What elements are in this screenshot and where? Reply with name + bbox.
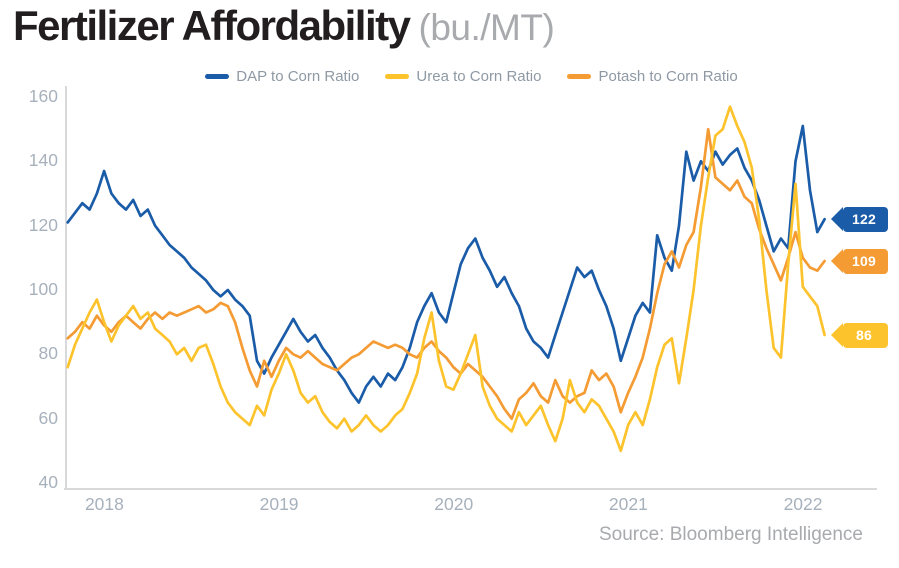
end-value-text-dap: 122 [852, 211, 876, 228]
end-value-badge-urea: 86 [831, 322, 888, 348]
x-axis-tick-label: 2022 [783, 494, 823, 514]
chart-units-label: (bu./MT) [418, 7, 555, 48]
legend-swatch-urea [385, 74, 410, 79]
y-axis-tick-label: 100 [28, 279, 58, 299]
y-axis-tick-label: 120 [28, 214, 58, 235]
x-axis-tick-label: 2021 [608, 494, 648, 514]
y-axis-tick-label: 40 [38, 472, 58, 492]
legend-label-urea: Urea to Corn Ratio [416, 68, 542, 85]
chart-title: Fertilizer Affordability [13, 2, 411, 49]
series-line-urea [66, 105, 826, 453]
legend-label-potash: Potash to Corn Ratio [598, 68, 738, 85]
chart-legend: DAP to Corn Ratio Urea to Corn Ratio Potas… [66, 68, 877, 85]
end-value-badge-dap: 122 [831, 206, 888, 232]
y-axis-tick-label: 80 [38, 343, 58, 364]
legend-swatch-potash [567, 74, 592, 79]
legend-label-dap: DAP to Corn Ratio [236, 68, 360, 85]
y-axis-tick-label: 60 [38, 407, 58, 428]
source-caption: Source: Bloomberg Intelligence [598, 524, 863, 545]
x-axis-tick-label: 2020 [434, 494, 474, 514]
legend-item-potash: Potash to Corn Ratio [567, 68, 738, 85]
y-axis-tick-label: 160 [28, 86, 58, 106]
y-axis-tick-label: 140 [28, 150, 58, 171]
legend-item-dap: DAP to Corn Ratio [205, 68, 359, 85]
legend-swatch-dap [205, 74, 230, 79]
title-row: Fertilizer Affordability (bu./MT) [13, 2, 555, 50]
series-line-dap [66, 124, 826, 404]
end-value-text-potash: 109 [852, 253, 876, 270]
end-value-badge-potash: 109 [831, 248, 888, 274]
end-value-text-urea: 86 [856, 327, 872, 344]
x-axis-tick-label: 2019 [259, 494, 299, 514]
x-axis-tick-label: 2018 [84, 494, 124, 514]
legend-item-urea: Urea to Corn Ratio [385, 68, 541, 85]
series-line-potash [66, 127, 826, 421]
